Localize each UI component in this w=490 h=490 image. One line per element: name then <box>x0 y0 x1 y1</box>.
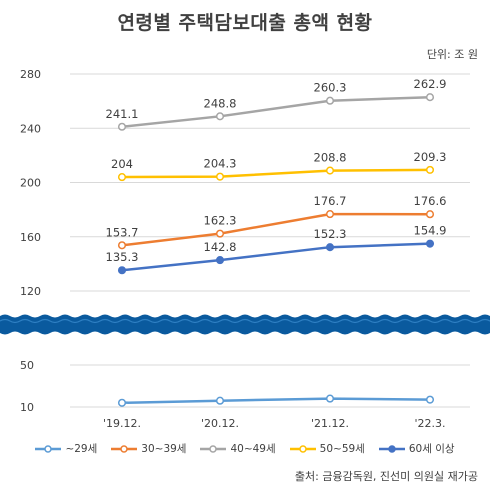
data-point <box>425 395 435 404</box>
x-tick-label: '21.12. <box>311 417 349 430</box>
x-tick-label: '22.3. <box>414 417 445 430</box>
y-tick-label: 10 <box>20 401 34 414</box>
chart-title: 연령별 주택담보대출 총액 현황 <box>117 12 373 34</box>
data-point <box>325 243 335 252</box>
data-point <box>117 122 127 131</box>
data-label: 204.3 <box>204 157 237 171</box>
data-label: 176.6 <box>414 194 447 208</box>
y-tick-label: 120 <box>20 285 41 298</box>
data-label: 142.8 <box>204 240 237 254</box>
y-tick-label: 200 <box>20 177 41 190</box>
legend-item: ~29세 <box>35 441 97 456</box>
legend-swatch <box>111 444 138 453</box>
data-label: 208.8 <box>314 151 347 165</box>
data-label: 248.8 <box>204 96 237 110</box>
legend-item: 60세 이상 <box>378 441 455 456</box>
data-point <box>117 241 127 250</box>
y-tick-label: 50 <box>20 359 34 372</box>
series-line <box>121 212 431 247</box>
legend-swatch <box>200 444 227 453</box>
y-tick-label: 240 <box>20 122 41 135</box>
data-point <box>215 396 225 405</box>
legend-swatch <box>378 444 405 453</box>
data-point <box>325 210 335 219</box>
series-line <box>121 95 431 129</box>
x-tick-label: '20.12. <box>201 417 239 430</box>
legend-swatch <box>35 444 62 453</box>
data-point <box>215 256 225 265</box>
data-label: 162.3 <box>204 214 237 228</box>
data-label: 241.1 <box>106 107 139 121</box>
data-point <box>425 93 435 102</box>
data-point <box>425 165 435 174</box>
unit-label: 단위: 조 원 <box>426 48 478 61</box>
axis-break-highlight <box>0 318 490 324</box>
data-label: 204 <box>111 157 133 171</box>
line-chart: 280 240 200 160 120 50 10 '19.12. '20.12. '21.12.… <box>0 68 490 430</box>
data-label: 154.9 <box>414 224 447 238</box>
data-point <box>117 398 127 407</box>
legend-label: ~29세 <box>65 443 98 455</box>
data-point <box>215 172 225 181</box>
data-label: 135.3 <box>106 250 139 264</box>
data-label: 152.3 <box>314 227 347 241</box>
axis-break-band <box>0 314 490 335</box>
chart-legend: ~29세 30~39세 40~49세 50~59세 60세 이상 <box>0 441 490 456</box>
data-point <box>325 394 335 403</box>
legend-label: 30~39세 <box>141 443 187 455</box>
data-point <box>425 210 435 219</box>
data-point <box>117 266 127 275</box>
data-label: 176.7 <box>314 194 347 208</box>
data-label: 260.3 <box>314 81 347 95</box>
legend-label: 60세 이상 <box>408 443 455 455</box>
series-line <box>121 397 431 405</box>
data-point <box>117 173 127 182</box>
data-label: 153.7 <box>106 225 139 239</box>
legend-item: 30~39세 <box>111 441 186 456</box>
y-tick-label: 160 <box>20 231 41 244</box>
y-tick-label: 280 <box>20 68 41 81</box>
data-point <box>325 96 335 105</box>
data-point <box>425 239 435 248</box>
data-label: 209.3 <box>414 150 447 164</box>
legend-item: 40~49세 <box>200 441 276 456</box>
data-point <box>215 229 225 238</box>
legend-item: 50~59세 <box>289 441 365 456</box>
data-point <box>215 112 225 121</box>
legend-label: 40~49세 <box>230 443 276 455</box>
source-note: 출처: 금융감독원, 진선미 의원실 재가공 <box>294 470 478 483</box>
series-line <box>121 168 431 179</box>
series-line <box>121 242 431 272</box>
legend-swatch <box>289 444 316 453</box>
data-point <box>325 166 335 175</box>
legend-label: 50~59세 <box>319 443 365 455</box>
x-tick-label: '19.12. <box>103 417 141 430</box>
data-label: 262.9 <box>414 77 447 91</box>
